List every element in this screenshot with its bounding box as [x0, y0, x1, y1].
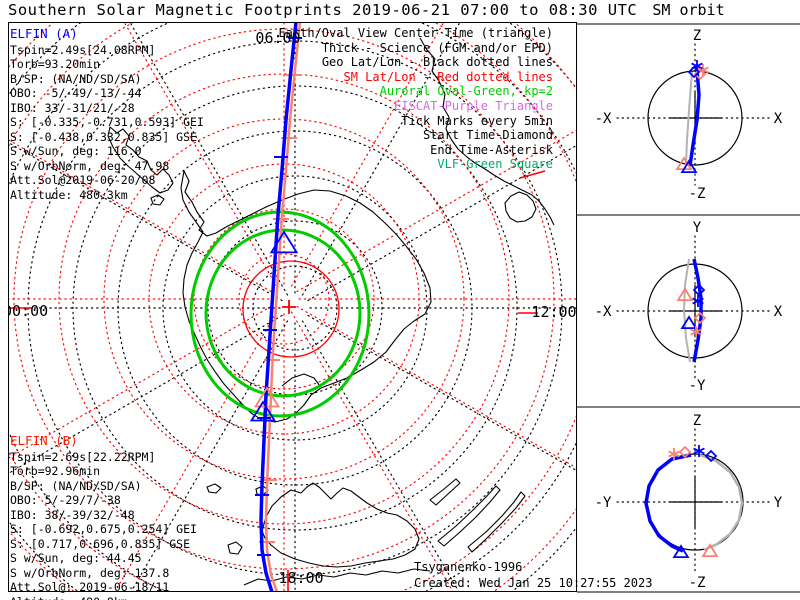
sm-orbit-title: SM orbit: [652, 1, 725, 19]
orbit-panel-2: Y -Y -X X: [595, 220, 783, 394]
axis-label: -X: [595, 304, 612, 320]
orbit-panel-1: Z -Z -X X: [595, 28, 783, 202]
sm-grid: [8, 22, 577, 592]
axis-label: Z: [693, 28, 701, 44]
page-title: Southern Solar Magnetic Footprints 2019-…: [8, 1, 638, 19]
orbit-panel-3: Z -Z -Y Y: [595, 413, 783, 591]
text-line: Altitude: 480.8km: [10, 595, 197, 600]
mlt-label: 18:00: [278, 569, 323, 587]
sm-orbit-panels: Z -Z -X X Y -Y -X X Z -Z -Y Y: [577, 23, 800, 593]
axis-label: Z: [693, 413, 701, 429]
axis-label: X: [774, 111, 783, 127]
elfin-a-footprint: [255, 22, 302, 592]
map-border: [8, 22, 577, 592]
axis-label: -Y: [595, 495, 612, 511]
mlt-tick: [519, 170, 546, 179]
coastlines: [107, 37, 555, 586]
sm-lat-circle: [242, 260, 340, 358]
axis-label: -Z: [689, 575, 706, 591]
mlt-label: 00:00: [8, 302, 48, 320]
map-content: 06:00 00:00 12:00 18:00: [8, 22, 577, 592]
axis-label: -Z: [689, 186, 706, 202]
axis-label: -Y: [689, 378, 706, 394]
axis-label: -X: [595, 111, 612, 127]
map-markers: [249, 230, 299, 422]
earth-circle: [647, 70, 743, 166]
mlt-label: 06:00: [255, 29, 300, 47]
axis-label: Y: [693, 220, 702, 236]
mlt-label: 12:00: [531, 303, 576, 321]
axis-label: X: [774, 304, 783, 320]
axis-label: Y: [774, 495, 783, 511]
footprint-map: 06:00 00:00 12:00 18:00: [8, 22, 577, 592]
